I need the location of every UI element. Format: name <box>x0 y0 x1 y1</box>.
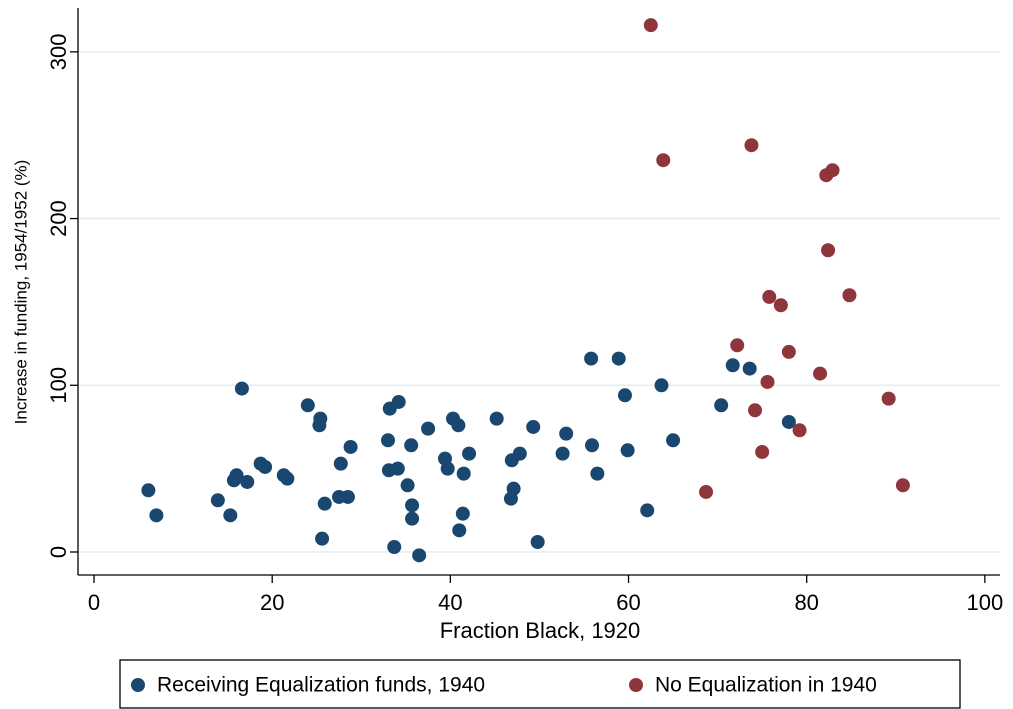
point <box>210 493 225 508</box>
point <box>842 288 857 303</box>
x-tick-label: 80 <box>794 590 818 615</box>
point <box>813 366 828 381</box>
x-axis-title: Fraction Black, 1920 <box>440 618 641 643</box>
point <box>714 398 729 413</box>
point <box>748 403 763 418</box>
point <box>781 414 796 429</box>
point <box>654 378 669 393</box>
x-tick-label: 20 <box>260 590 284 615</box>
point <box>440 461 455 476</box>
point <box>699 484 714 499</box>
y-tick-label: 200 <box>46 200 71 237</box>
point <box>773 298 788 313</box>
point <box>405 498 420 513</box>
point <box>240 474 255 489</box>
point <box>742 361 757 376</box>
point <box>530 534 545 549</box>
point <box>229 468 244 483</box>
point <box>141 483 156 498</box>
point <box>666 433 681 448</box>
x-tick-label: 60 <box>616 590 640 615</box>
y-tick-label: 100 <box>46 367 71 404</box>
point <box>387 539 402 554</box>
point <box>400 478 415 493</box>
point <box>315 531 330 546</box>
point <box>149 508 164 523</box>
point <box>506 481 521 496</box>
point <box>526 419 541 434</box>
x-tick-label: 0 <box>88 590 100 615</box>
point <box>333 456 348 471</box>
point <box>405 511 420 526</box>
legend-swatch <box>629 678 643 692</box>
point <box>381 433 396 448</box>
legend-label: Receiving Equalization funds, 1940 <box>157 674 485 697</box>
point <box>312 418 327 433</box>
point <box>412 548 427 563</box>
point <box>640 503 655 518</box>
point <box>584 351 599 366</box>
point <box>590 466 605 481</box>
point <box>895 478 910 493</box>
legend <box>119 659 961 709</box>
point <box>585 438 600 453</box>
point <box>755 444 770 459</box>
point <box>258 459 273 474</box>
point <box>611 351 626 366</box>
point <box>343 439 358 454</box>
point <box>825 163 840 178</box>
point <box>340 489 355 504</box>
point <box>234 381 249 396</box>
x-tick-label: 100 <box>966 590 1003 615</box>
point <box>317 496 332 511</box>
point <box>760 374 775 389</box>
point <box>881 391 896 406</box>
point <box>280 471 295 486</box>
point <box>617 388 632 403</box>
point <box>555 446 570 461</box>
point <box>223 508 238 523</box>
y-tick-label: 0 <box>46 546 71 558</box>
point <box>744 138 759 153</box>
y-tick-label: 300 <box>46 33 71 70</box>
point <box>451 418 466 433</box>
point <box>489 411 504 426</box>
point <box>725 358 740 373</box>
point <box>821 243 836 258</box>
point <box>730 338 745 353</box>
point <box>390 461 405 476</box>
point <box>404 438 419 453</box>
point <box>462 446 477 461</box>
point <box>512 446 527 461</box>
point <box>781 344 796 359</box>
point <box>643 18 658 33</box>
point <box>455 506 470 521</box>
legend-label: No Equalization in 1940 <box>655 674 877 697</box>
y-axis-title: Increase in funding, 1954/1952 (%) <box>11 160 30 425</box>
point <box>792 423 807 438</box>
point <box>421 421 436 436</box>
point <box>452 523 467 538</box>
legend-swatch <box>131 678 145 692</box>
x-tick-label: 40 <box>438 590 462 615</box>
point <box>391 394 406 409</box>
point <box>762 289 777 304</box>
point <box>559 426 574 441</box>
point <box>620 443 635 458</box>
point <box>300 398 315 413</box>
point <box>456 466 471 481</box>
point <box>656 153 671 168</box>
